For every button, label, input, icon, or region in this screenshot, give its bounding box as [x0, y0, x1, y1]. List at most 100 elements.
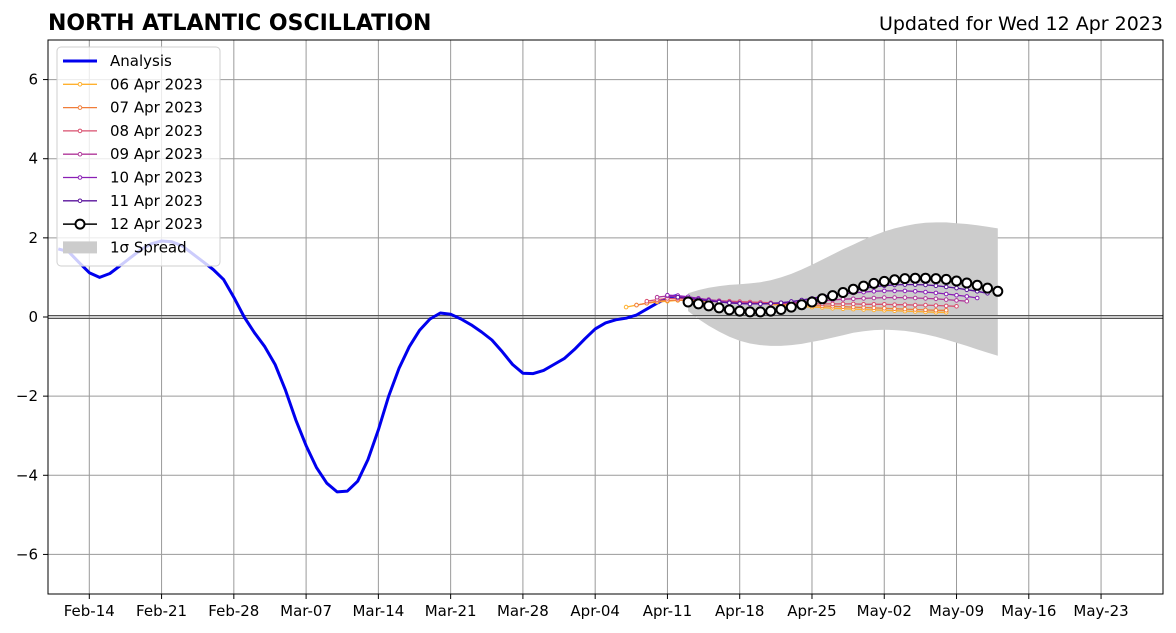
series-point — [933, 283, 939, 289]
series-point — [923, 307, 928, 313]
series-point — [954, 304, 959, 309]
series-point — [861, 296, 866, 301]
y-tick-label: 4 — [28, 150, 38, 168]
legend-item-09-apr-2023: 09 Apr 2023 — [63, 145, 203, 163]
series-point — [871, 302, 877, 307]
x-tick-label: Apr-25 — [787, 602, 837, 620]
x-tick-label: Feb-28 — [208, 602, 259, 620]
x-tick-label: Mar-28 — [497, 602, 549, 620]
series-point — [868, 277, 880, 289]
series-point — [951, 275, 962, 287]
legend-item-08-apr-2023: 08 Apr 2023 — [63, 122, 203, 140]
legend: Analysis 06 Apr 2023 07 Apr 2023 08 Apr 202… — [56, 46, 221, 267]
legend-item-11-apr-2023: 11 Apr 2023 — [63, 192, 203, 210]
legend-label: Analysis — [110, 52, 172, 70]
series-point — [675, 294, 681, 300]
series-point — [851, 296, 856, 302]
series-point — [920, 272, 931, 284]
x-tick-label: Mar-21 — [425, 602, 477, 620]
series-point — [785, 301, 797, 313]
series-point — [703, 300, 715, 312]
series-point — [727, 300, 732, 306]
series-point — [923, 289, 928, 295]
series-point — [737, 301, 743, 306]
series-point — [837, 287, 849, 298]
x-tick-label: Apr-11 — [643, 602, 693, 620]
series-point — [923, 302, 928, 308]
y-tick-label: −4 — [16, 466, 38, 484]
series-point — [713, 302, 725, 314]
series-point — [954, 292, 959, 298]
series-point — [912, 295, 918, 301]
x-tick-label: Feb-14 — [64, 602, 115, 620]
x-tick-label: May-02 — [857, 602, 912, 620]
series-point — [871, 305, 877, 311]
legend-item-06-apr-2023: 06 Apr 2023 — [63, 75, 203, 93]
series-point — [954, 285, 959, 291]
legend-item-analysis: Analysis — [63, 52, 172, 70]
series-point — [830, 301, 835, 307]
x-tick-label: Apr-18 — [715, 602, 765, 620]
series-point — [902, 288, 908, 294]
series-point — [943, 297, 949, 302]
series-point — [943, 303, 949, 309]
series-point — [878, 275, 890, 287]
legend-marker — [77, 82, 83, 87]
series-point — [775, 304, 787, 315]
series-point — [747, 301, 753, 307]
series-point — [912, 307, 918, 312]
series-point — [858, 280, 870, 292]
series-point — [909, 272, 921, 284]
y-tick-label: 2 — [28, 229, 38, 247]
chart-subtitle: Updated for Wed 12 Apr 2023 — [879, 13, 1163, 35]
series-point — [871, 295, 877, 301]
y-tick-label: −2 — [16, 387, 38, 405]
series-point — [961, 277, 973, 289]
legend-label: 12 Apr 2023 — [110, 215, 203, 233]
series-point — [933, 308, 939, 313]
x-tick-label: May-16 — [1001, 602, 1056, 620]
series-point — [902, 302, 908, 308]
series-point — [899, 273, 911, 285]
series-line — [57, 239, 679, 494]
series-12-apr-2023 — [682, 272, 1004, 318]
series-point — [982, 282, 993, 294]
series-point — [933, 296, 939, 302]
series-layer — [57, 239, 1004, 494]
series-point — [954, 298, 959, 303]
y-tick-label: 6 — [28, 71, 38, 89]
series-point — [765, 305, 777, 317]
x-tick-label: May-23 — [1073, 602, 1128, 620]
series-point — [768, 301, 774, 306]
series-point — [912, 302, 918, 308]
legend-label: 07 Apr 2023 — [110, 99, 203, 117]
series-point — [892, 295, 897, 300]
legend-item-10-apr-2023: 10 Apr 2023 — [63, 169, 203, 187]
legend-label: 11 Apr 2023 — [110, 192, 203, 210]
series-point — [892, 288, 897, 294]
legend-label: 1σ Spread — [110, 238, 187, 256]
series-point — [964, 294, 970, 299]
series-analysis — [57, 239, 679, 494]
legend-item-12-apr-2023: 12 Apr 2023 — [63, 215, 203, 233]
series-point — [861, 302, 866, 307]
series-point — [644, 298, 650, 304]
x-tick-label: May-09 — [929, 602, 984, 620]
y-tick-label: 0 — [28, 308, 38, 326]
series-point — [892, 302, 897, 308]
series-point — [623, 304, 629, 310]
axis-ticks: Feb-14 Feb-21 Feb-28 Mar-07 Mar-14 Mar-21 Mar-… — [16, 71, 1129, 620]
x-tick-label: Mar-14 — [352, 602, 404, 620]
series-point — [882, 302, 887, 307]
series-point — [943, 308, 949, 313]
legend-label: 09 Apr 2023 — [110, 145, 203, 163]
series-point — [992, 285, 1004, 297]
series-point — [806, 296, 818, 308]
legend-marker — [77, 128, 83, 134]
legend-item-1-spread: 1σ Spread — [63, 238, 187, 256]
series-point — [892, 306, 897, 312]
series-point — [734, 305, 746, 317]
series-point — [882, 295, 887, 300]
x-tick-label: Apr-04 — [570, 602, 620, 620]
series-point — [682, 296, 694, 308]
